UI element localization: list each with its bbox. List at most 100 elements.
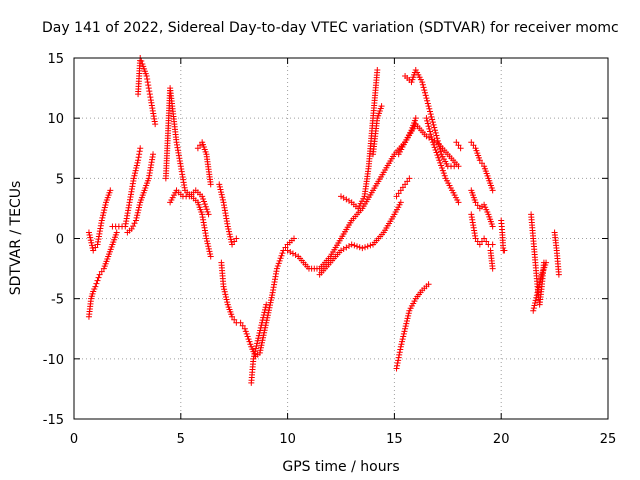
series-track-p (393, 281, 432, 372)
data-point (144, 76, 151, 83)
x-tick-label: 0 (70, 432, 78, 447)
data-point (130, 175, 137, 182)
data-point (535, 284, 542, 291)
y-tick-label: -5 (51, 293, 64, 308)
data-point (222, 291, 229, 298)
data-point (256, 349, 263, 356)
series-track-o (370, 103, 385, 158)
data-point (437, 148, 444, 155)
data-point (429, 119, 436, 126)
data-point (128, 225, 135, 232)
series-track-q (393, 175, 413, 200)
data-point (359, 245, 366, 252)
data-point (145, 85, 152, 92)
data-point (340, 194, 347, 201)
data-point (216, 181, 223, 188)
data-point (404, 315, 411, 322)
data-point (362, 244, 369, 251)
data-point (207, 181, 214, 188)
data-point (453, 139, 460, 146)
data-point (289, 250, 296, 257)
data-point (400, 333, 407, 340)
data-point (229, 241, 236, 248)
data-point (259, 317, 266, 324)
data-point (277, 255, 284, 262)
data-point (133, 162, 140, 169)
y-tick-label: 15 (47, 52, 64, 67)
data-point (258, 322, 265, 329)
data-point (405, 312, 412, 319)
data-point (396, 349, 403, 356)
data-point (146, 91, 153, 98)
series-track-w (468, 187, 496, 230)
data-point (403, 318, 410, 325)
data-point (431, 144, 438, 151)
data-point (430, 141, 437, 148)
data-point (555, 271, 562, 278)
data-point (451, 163, 458, 170)
data-point (266, 302, 273, 309)
series-track-n (338, 67, 381, 212)
data-point (255, 332, 262, 339)
data-point (200, 195, 207, 202)
data-point (90, 247, 97, 254)
data-point (378, 103, 385, 110)
data-point (354, 243, 361, 250)
data-point (426, 105, 433, 112)
data-point (144, 79, 151, 86)
data-point (244, 333, 251, 340)
data-point (398, 341, 405, 348)
data-point (260, 311, 267, 318)
data-point (259, 337, 266, 344)
data-point (225, 226, 232, 233)
data-point (253, 342, 260, 349)
data-point (424, 117, 431, 124)
data-point (136, 151, 143, 158)
data-point (150, 151, 157, 158)
y-tick-label: -10 (43, 353, 64, 368)
data-point (205, 243, 212, 250)
data-point (279, 250, 286, 257)
data-point (227, 236, 234, 243)
data-point (258, 342, 265, 349)
data-point (275, 260, 282, 267)
data-point (472, 199, 479, 206)
data-point (397, 343, 404, 350)
data-point (268, 294, 275, 301)
data-point (135, 207, 142, 214)
data-point (419, 79, 426, 86)
data-point (394, 360, 401, 367)
data-point (434, 152, 441, 159)
data-point (87, 234, 94, 241)
data-point (429, 136, 436, 143)
data-point (98, 268, 105, 275)
data-point (273, 265, 280, 272)
data-point (138, 58, 145, 65)
data-point (254, 340, 261, 347)
data-points (85, 55, 562, 386)
data-point (399, 336, 406, 343)
data-point (543, 259, 550, 266)
series-track-f (162, 85, 214, 260)
data-point (401, 328, 408, 335)
data-point (204, 238, 211, 245)
series-track-b (85, 187, 114, 254)
series-track-v (468, 139, 496, 194)
data-point (532, 299, 539, 306)
data-point (274, 263, 281, 270)
data-point (133, 165, 140, 172)
data-point (233, 235, 240, 242)
data-point (346, 197, 353, 204)
data-point (427, 111, 434, 118)
data-point (427, 131, 434, 138)
data-point (95, 274, 102, 281)
data-point (229, 313, 236, 320)
data-point (250, 355, 257, 362)
data-point (436, 157, 443, 164)
data-point (99, 212, 106, 219)
data-point (400, 330, 407, 337)
series-track-ac (551, 229, 562, 278)
data-point (393, 365, 400, 372)
data-point (489, 241, 496, 248)
